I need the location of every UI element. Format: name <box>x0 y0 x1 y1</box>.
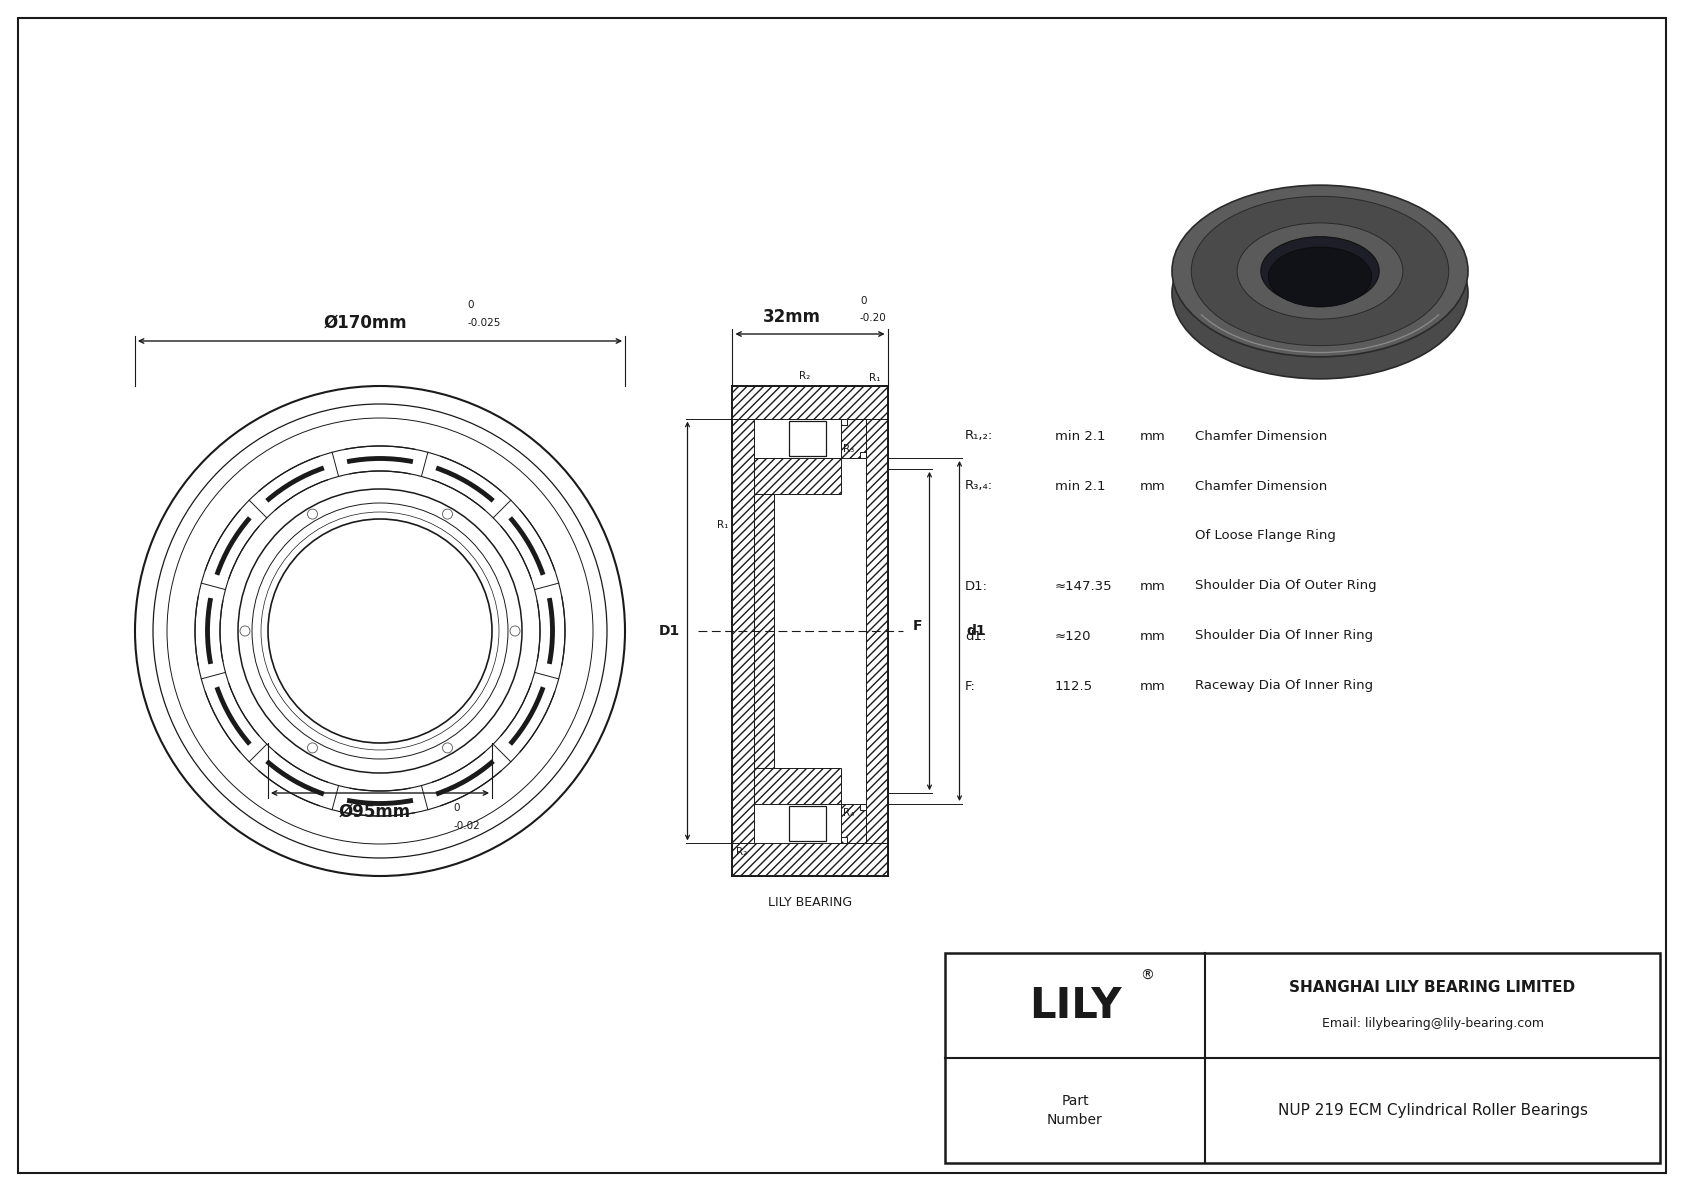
Text: -0.025: -0.025 <box>466 318 500 328</box>
Bar <box>754 459 842 494</box>
Text: d1:: d1: <box>965 630 987 642</box>
Bar <box>861 453 866 459</box>
Text: d1: d1 <box>967 624 987 638</box>
Bar <box>842 419 866 459</box>
Ellipse shape <box>1238 223 1403 319</box>
Text: Chamfer Dimension: Chamfer Dimension <box>1196 430 1327 443</box>
Text: 0: 0 <box>466 300 473 310</box>
Text: NUP 219 ECM Cylindrical Roller Bearings: NUP 219 ECM Cylindrical Roller Bearings <box>1278 1103 1588 1118</box>
Bar <box>733 843 887 877</box>
Bar <box>842 804 866 843</box>
Text: mm: mm <box>1140 480 1165 493</box>
Text: 0: 0 <box>453 803 460 813</box>
Text: Ø170mm: Ø170mm <box>323 314 408 332</box>
Ellipse shape <box>1261 237 1379 305</box>
Text: LILY BEARING: LILY BEARING <box>768 896 852 909</box>
Text: R₂: R₂ <box>800 372 810 381</box>
Text: -0.20: -0.20 <box>861 313 887 323</box>
Text: mm: mm <box>1140 630 1165 642</box>
Text: Shoulder Dia Of Inner Ring: Shoulder Dia Of Inner Ring <box>1196 630 1372 642</box>
Text: D1:: D1: <box>965 580 989 592</box>
Text: min 2.1: min 2.1 <box>1054 480 1105 493</box>
Text: D1: D1 <box>658 624 680 638</box>
Text: R₁,₂:: R₁,₂: <box>965 430 994 443</box>
Text: mm: mm <box>1140 680 1165 692</box>
Bar <box>754 768 842 804</box>
Text: ®: ® <box>1140 968 1154 983</box>
Text: Shoulder Dia Of Outer Ring: Shoulder Dia Of Outer Ring <box>1196 580 1376 592</box>
Text: Of Loose Flange Ring: Of Loose Flange Ring <box>1196 530 1335 542</box>
Text: Raceway Dia Of Inner Ring: Raceway Dia Of Inner Ring <box>1196 680 1372 692</box>
Text: 0: 0 <box>861 297 867 306</box>
Text: R₁: R₁ <box>717 519 729 530</box>
Bar <box>842 419 847 425</box>
Text: LILY: LILY <box>1029 985 1122 1027</box>
Text: mm: mm <box>1140 580 1165 592</box>
Ellipse shape <box>1191 197 1448 345</box>
Text: F: F <box>913 619 923 632</box>
Text: Chamfer Dimension: Chamfer Dimension <box>1196 480 1327 493</box>
Ellipse shape <box>1172 207 1468 379</box>
Text: Ø95mm: Ø95mm <box>338 803 411 821</box>
Bar <box>842 837 847 843</box>
Bar <box>788 420 827 456</box>
Text: 32mm: 32mm <box>763 308 822 326</box>
Ellipse shape <box>1172 185 1468 357</box>
Bar <box>733 386 887 419</box>
Text: R₁: R₁ <box>869 373 881 384</box>
Text: mm: mm <box>1140 430 1165 443</box>
Text: -0.02: -0.02 <box>453 821 480 831</box>
Text: SHANGHAI LILY BEARING LIMITED: SHANGHAI LILY BEARING LIMITED <box>1290 980 1576 994</box>
Text: R₃,₄:: R₃,₄: <box>965 480 994 493</box>
Text: R₂: R₂ <box>736 847 748 858</box>
Text: Email: lilybearing@lily-bearing.com: Email: lilybearing@lily-bearing.com <box>1322 1017 1544 1030</box>
Bar <box>861 804 866 810</box>
Ellipse shape <box>1250 251 1391 335</box>
Text: min 2.1: min 2.1 <box>1054 430 1105 443</box>
Text: 112.5: 112.5 <box>1054 680 1093 692</box>
Ellipse shape <box>1268 247 1372 307</box>
Text: ≈120: ≈120 <box>1054 630 1091 642</box>
Text: Part
Number: Part Number <box>1047 1093 1103 1127</box>
Bar <box>866 419 887 843</box>
Text: R₃: R₃ <box>844 444 855 454</box>
Text: R₄: R₄ <box>844 807 855 818</box>
Text: F:: F: <box>965 680 975 692</box>
Bar <box>754 494 773 768</box>
Bar <box>733 419 754 843</box>
Text: ≈147.35: ≈147.35 <box>1054 580 1113 592</box>
Bar <box>788 806 827 841</box>
